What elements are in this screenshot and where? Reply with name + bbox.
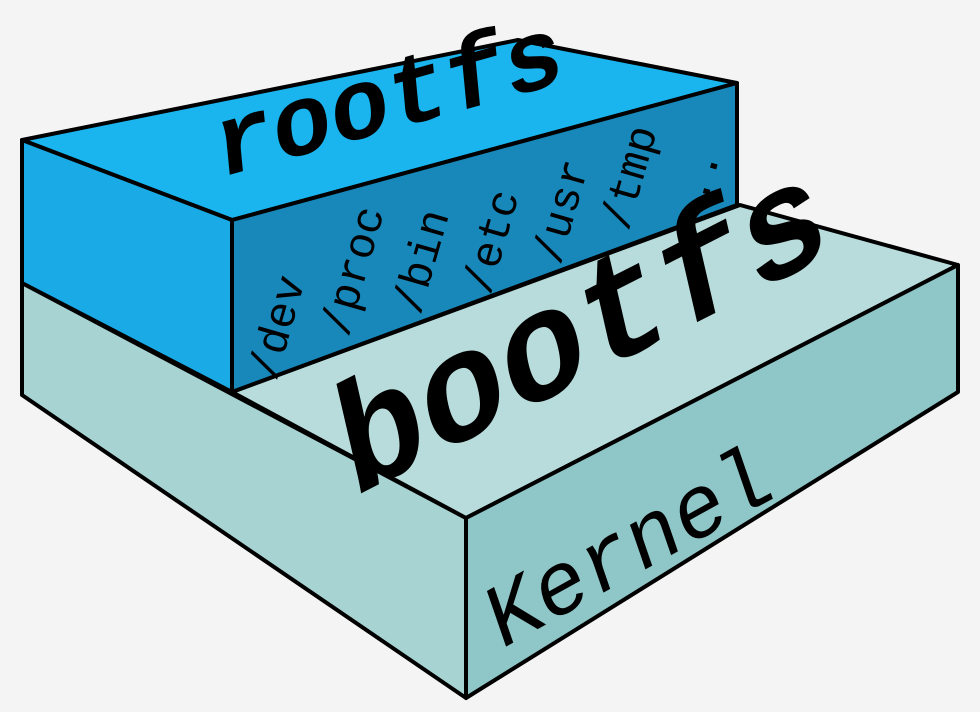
rootfs-block — [20, 38, 739, 394]
bootfs-block — [20, 203, 960, 700]
bootfs-front-face — [464, 263, 960, 700]
rootfs-front-face — [230, 81, 739, 394]
